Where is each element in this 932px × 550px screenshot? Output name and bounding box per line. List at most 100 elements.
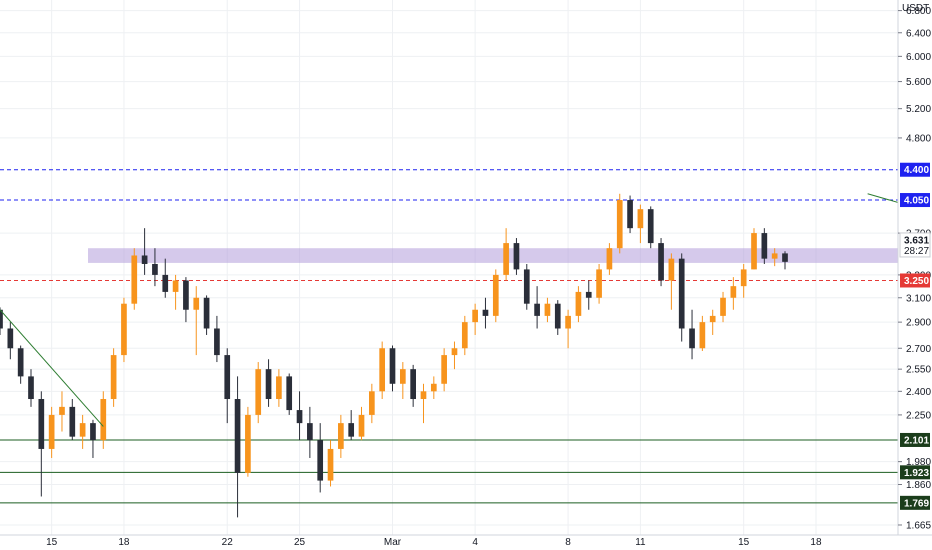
candle-body xyxy=(17,348,24,377)
y-tick-label: 1.665 xyxy=(906,520,931,531)
level-badge-label: 2.101 xyxy=(904,435,929,446)
candle-body xyxy=(730,286,737,298)
candle-body xyxy=(565,315,571,329)
y-tick-label: 2.700 xyxy=(906,344,931,355)
candle-body xyxy=(575,291,582,316)
candle-body xyxy=(369,391,375,415)
y-tick-label: 1.860 xyxy=(906,480,931,491)
candle-body xyxy=(348,423,355,437)
level-badge-label: 4.050 xyxy=(904,196,929,207)
candle-body xyxy=(59,406,65,415)
y-tick-label: 2.900 xyxy=(906,318,931,329)
level-badge-label: 4.400 xyxy=(904,165,929,176)
y-tick-label: 2.250 xyxy=(906,410,931,421)
y-tick-label: 1.980 xyxy=(906,457,931,468)
candle-body xyxy=(689,328,695,349)
level-badge-label: 1.769 xyxy=(904,498,929,509)
candle-body xyxy=(172,280,179,292)
x-tick-label: 15 xyxy=(738,537,750,548)
candle-body xyxy=(699,322,706,349)
candle-body xyxy=(606,248,613,270)
candle-body xyxy=(596,269,602,298)
y-tick-label: 6.400 xyxy=(906,28,931,39)
candle-body xyxy=(358,414,365,437)
candle-body xyxy=(709,315,716,323)
y-tick-label: 6.000 xyxy=(906,52,931,63)
candle-body xyxy=(678,258,685,329)
candle-body xyxy=(637,209,644,229)
candle-body xyxy=(245,414,251,473)
x-tick-label: 15 xyxy=(46,537,58,548)
candle-body xyxy=(141,255,148,264)
candle-body xyxy=(0,309,3,329)
candle-body xyxy=(616,200,623,249)
candle-body xyxy=(121,303,127,356)
x-tick-label: 18 xyxy=(118,537,130,548)
candle-body xyxy=(740,269,747,287)
candle-body xyxy=(379,348,386,392)
zone-layer xyxy=(88,248,898,263)
candle-body xyxy=(430,383,437,392)
candle-body xyxy=(307,423,313,441)
candle-body xyxy=(389,348,396,384)
candle-body xyxy=(203,297,210,329)
candle-body xyxy=(441,355,447,384)
candle-body xyxy=(513,243,520,270)
currency-label: USDT xyxy=(902,3,929,14)
candle-body xyxy=(627,200,633,229)
y-tick-label: 2.400 xyxy=(906,387,931,398)
level-badge xyxy=(900,432,930,447)
candle-body xyxy=(162,274,169,292)
candle-body xyxy=(265,369,272,400)
candle-body xyxy=(286,376,293,411)
candle-body xyxy=(317,440,324,481)
x-tick-label: Mar xyxy=(384,537,402,548)
y-tick-label: 3.100 xyxy=(906,293,931,304)
candle-body xyxy=(585,291,592,298)
candle-body xyxy=(234,399,241,473)
candle-body xyxy=(647,209,654,244)
y-tick-label: 2.550 xyxy=(906,365,931,376)
level-badge xyxy=(900,465,930,480)
countdown-label: 28:27 xyxy=(904,246,929,257)
candle-body xyxy=(100,399,107,441)
candle-body xyxy=(327,448,334,481)
candle-body xyxy=(131,255,138,304)
candle-body xyxy=(503,243,509,275)
candle-body xyxy=(658,243,664,281)
candle-body xyxy=(554,303,561,329)
current-price-label: 3.631 xyxy=(904,235,929,246)
level-badge xyxy=(900,193,930,208)
candle-body xyxy=(28,376,34,400)
candle-body xyxy=(472,309,478,323)
trend-layer xyxy=(0,193,932,427)
x-tick-label: 18 xyxy=(810,537,822,548)
trendline xyxy=(0,309,104,427)
levels-layer xyxy=(0,169,898,504)
x-tick-label: 22 xyxy=(222,537,234,548)
candle-body xyxy=(534,303,540,316)
x-tick-label: 8 xyxy=(565,537,571,548)
candle-body xyxy=(399,369,406,384)
candle-body xyxy=(152,263,158,275)
x-tick-label: 11 xyxy=(635,537,646,548)
candle-body xyxy=(48,414,55,449)
resistance-zone xyxy=(88,248,898,263)
candle-body xyxy=(761,233,768,259)
candle-body xyxy=(420,391,427,400)
candle-body xyxy=(492,274,499,316)
candle-body xyxy=(751,233,757,270)
y-tick-label: 4.800 xyxy=(906,133,931,144)
candle-body xyxy=(668,258,675,281)
candle-body xyxy=(482,309,489,316)
candle-body xyxy=(183,280,189,310)
current-price-badge xyxy=(899,232,931,258)
level-badge-label: 1.923 xyxy=(904,468,929,479)
candle-body xyxy=(720,297,726,316)
candle-body xyxy=(544,303,551,316)
candle-body xyxy=(69,406,76,437)
candle-body xyxy=(296,410,303,424)
x-tick-label: 25 xyxy=(294,537,306,548)
